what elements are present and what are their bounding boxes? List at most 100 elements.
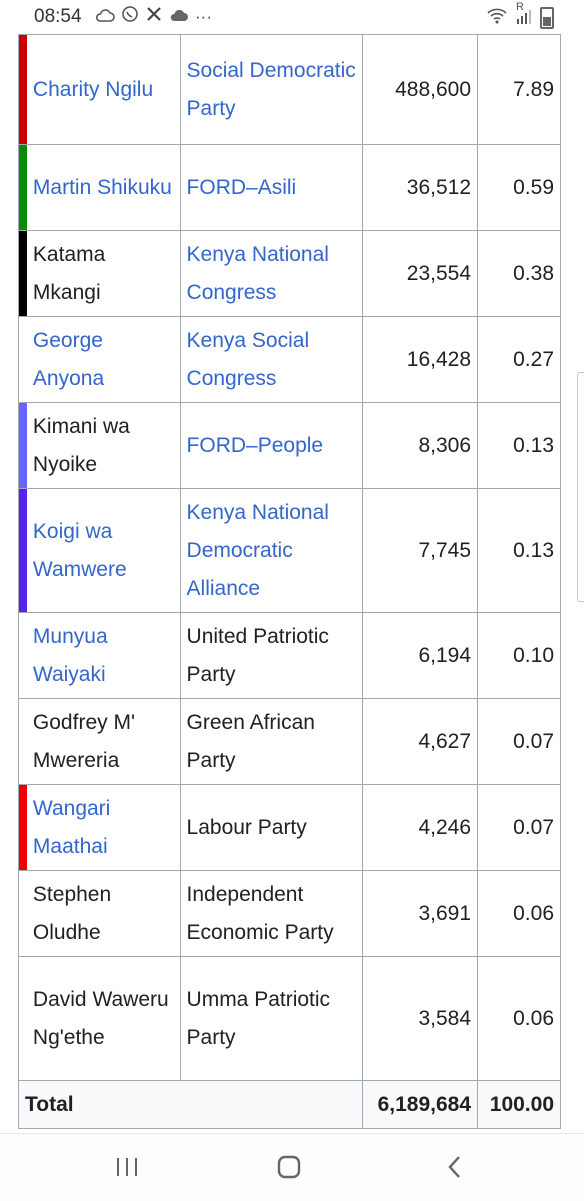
roaming-label: R — [516, 1, 524, 13]
back-button[interactable] — [438, 1150, 472, 1184]
candidate-cell: George Anyona — [26, 316, 181, 403]
total-votes: 6,189,684 — [362, 1080, 479, 1129]
votes-cell: 4,246 — [362, 784, 479, 871]
navigation-bar — [0, 1133, 584, 1201]
candidate-cell: Munyua Waiyaki — [26, 612, 181, 699]
candidate-name: Godfrey M' Mwereria — [32, 710, 135, 772]
party-cell: Social Democratic Party — [179, 34, 364, 145]
party-cell: United Patriotic Party — [179, 612, 364, 699]
candidate-link[interactable]: Martin Shikuku — [32, 175, 172, 199]
table-row: Wangari Maathai Labour Party 4,246 0.07 — [18, 784, 561, 871]
table-row: Katama Mkangi Kenya National Congress 23,5… — [18, 230, 561, 317]
party-link[interactable]: Kenya Social Congress — [186, 328, 310, 390]
results-table-container: Charity Ngilu Social Democratic Party 488,… — [18, 34, 561, 1130]
percent-cell: 0.06 — [477, 870, 561, 957]
party-name: United Patriotic Party — [186, 624, 329, 686]
percent-cell: 0.07 — [477, 698, 561, 785]
votes-cell: 36,512 — [362, 144, 479, 231]
party-name: Labour Party — [186, 815, 307, 839]
party-cell: Green African Party — [179, 698, 364, 785]
table-row: Martin Shikuku FORD–Asili 36,512 0.59 — [18, 144, 561, 231]
percent-cell: 0.13 — [477, 488, 561, 613]
cloud-icon — [95, 7, 115, 27]
party-link[interactable]: Social Democratic Party — [186, 58, 356, 120]
votes-cell: 3,584 — [362, 956, 479, 1081]
party-name: Green African Party — [186, 710, 315, 772]
wifi-icon — [486, 6, 508, 29]
home-icon — [277, 1155, 301, 1179]
candidate-cell: Wangari Maathai — [26, 784, 181, 871]
party-link[interactable]: FORD–Asili — [186, 175, 297, 199]
votes-cell: 23,554 — [362, 230, 479, 317]
party-name: Umma Patriotic Party — [186, 987, 331, 1049]
party-color-swatch — [18, 956, 27, 1081]
candidate-link[interactable]: Charity Ngilu — [32, 77, 154, 101]
votes-cell: 8,306 — [362, 402, 479, 489]
votes-cell: 7,745 — [362, 488, 479, 613]
party-cell: FORD–People — [179, 402, 364, 489]
cloud-icon — [169, 7, 189, 27]
party-cell: Kenya National Congress — [179, 230, 364, 317]
party-cell: Labour Party — [179, 784, 364, 871]
votes-cell: 16,428 — [362, 316, 479, 403]
total-percent: 100.00 — [477, 1080, 561, 1129]
candidate-cell: David Waweru Ng'ethe — [26, 956, 181, 1081]
status-bar: 08:54 ··· R — [0, 0, 584, 34]
party-link[interactable]: Kenya National Democratic Alliance — [186, 500, 329, 600]
party-cell: Kenya National Democratic Alliance — [179, 488, 364, 613]
candidate-cell: Godfrey M' Mwereria — [26, 698, 181, 785]
percent-cell: 0.59 — [477, 144, 561, 231]
percent-cell: 7.89 — [477, 34, 561, 145]
table-row: Godfrey M' Mwereria Green African Party 4,… — [18, 698, 561, 785]
candidate-link[interactable]: Munyua Waiyaki — [32, 624, 108, 686]
party-cell: Kenya Social Congress — [179, 316, 364, 403]
percent-cell: 0.38 — [477, 230, 561, 317]
party-color-swatch — [18, 144, 27, 231]
candidate-cell: Kimani wa Nyoike — [26, 402, 181, 489]
candidate-name: Stephen Oludhe — [32, 882, 112, 944]
party-color-swatch — [18, 698, 27, 785]
candidate-link[interactable]: Wangari Maathai — [32, 796, 111, 858]
recent-apps-icon — [117, 1158, 137, 1176]
table-row: Stephen Oludhe Independent Economic Party… — [18, 870, 561, 957]
party-color-swatch — [18, 230, 27, 317]
party-cell: Umma Patriotic Party — [179, 956, 364, 1081]
votes-cell: 6,194 — [362, 612, 479, 699]
table-row: Charity Ngilu Social Democratic Party 488,… — [18, 34, 561, 145]
candidate-cell: Charity Ngilu — [26, 34, 181, 145]
party-color-swatch — [18, 402, 27, 489]
party-name: Independent Economic Party — [186, 882, 334, 944]
signal-icon: R — [516, 1, 532, 28]
party-cell: FORD–Asili — [179, 144, 364, 231]
candidate-cell: Koigi wa Wamwere — [26, 488, 181, 613]
election-results-table: Charity Ngilu Social Democratic Party 488,… — [18, 34, 561, 1129]
back-icon — [448, 1156, 460, 1178]
recent-apps-button[interactable] — [110, 1150, 144, 1184]
party-color-swatch — [18, 612, 27, 699]
candidate-cell: Katama Mkangi — [26, 230, 181, 317]
votes-cell: 3,691 — [362, 870, 479, 957]
candidate-link[interactable]: George Anyona — [32, 328, 105, 390]
party-link[interactable]: FORD–People — [186, 433, 324, 457]
party-color-swatch — [18, 34, 27, 145]
party-color-swatch — [18, 870, 27, 957]
party-link[interactable]: Kenya National Congress — [186, 242, 329, 304]
candidate-link[interactable]: Koigi wa Wamwere — [32, 519, 127, 581]
party-cell: Independent Economic Party — [179, 870, 364, 957]
percent-cell: 0.27 — [477, 316, 561, 403]
home-button[interactable] — [272, 1150, 306, 1184]
table-row: Kimani wa Nyoike FORD–People 8,306 0.13 — [18, 402, 561, 489]
table-row: George Anyona Kenya Social Congress 16,428… — [18, 316, 561, 403]
battery-icon — [540, 6, 554, 29]
whatsapp-icon — [121, 5, 139, 28]
table-row: Munyua Waiyaki United Patriotic Party 6,19… — [18, 612, 561, 699]
party-color-swatch — [18, 316, 27, 403]
percent-cell: 0.06 — [477, 956, 561, 1081]
x-icon — [145, 5, 163, 28]
candidate-name: Katama Mkangi — [32, 242, 106, 304]
percent-cell: 0.13 — [477, 402, 561, 489]
candidate-name: David Waweru Ng'ethe — [32, 987, 169, 1049]
party-color-swatch — [18, 488, 27, 613]
party-color-swatch — [18, 784, 27, 871]
scrollbar-thumb[interactable] — [577, 372, 584, 602]
